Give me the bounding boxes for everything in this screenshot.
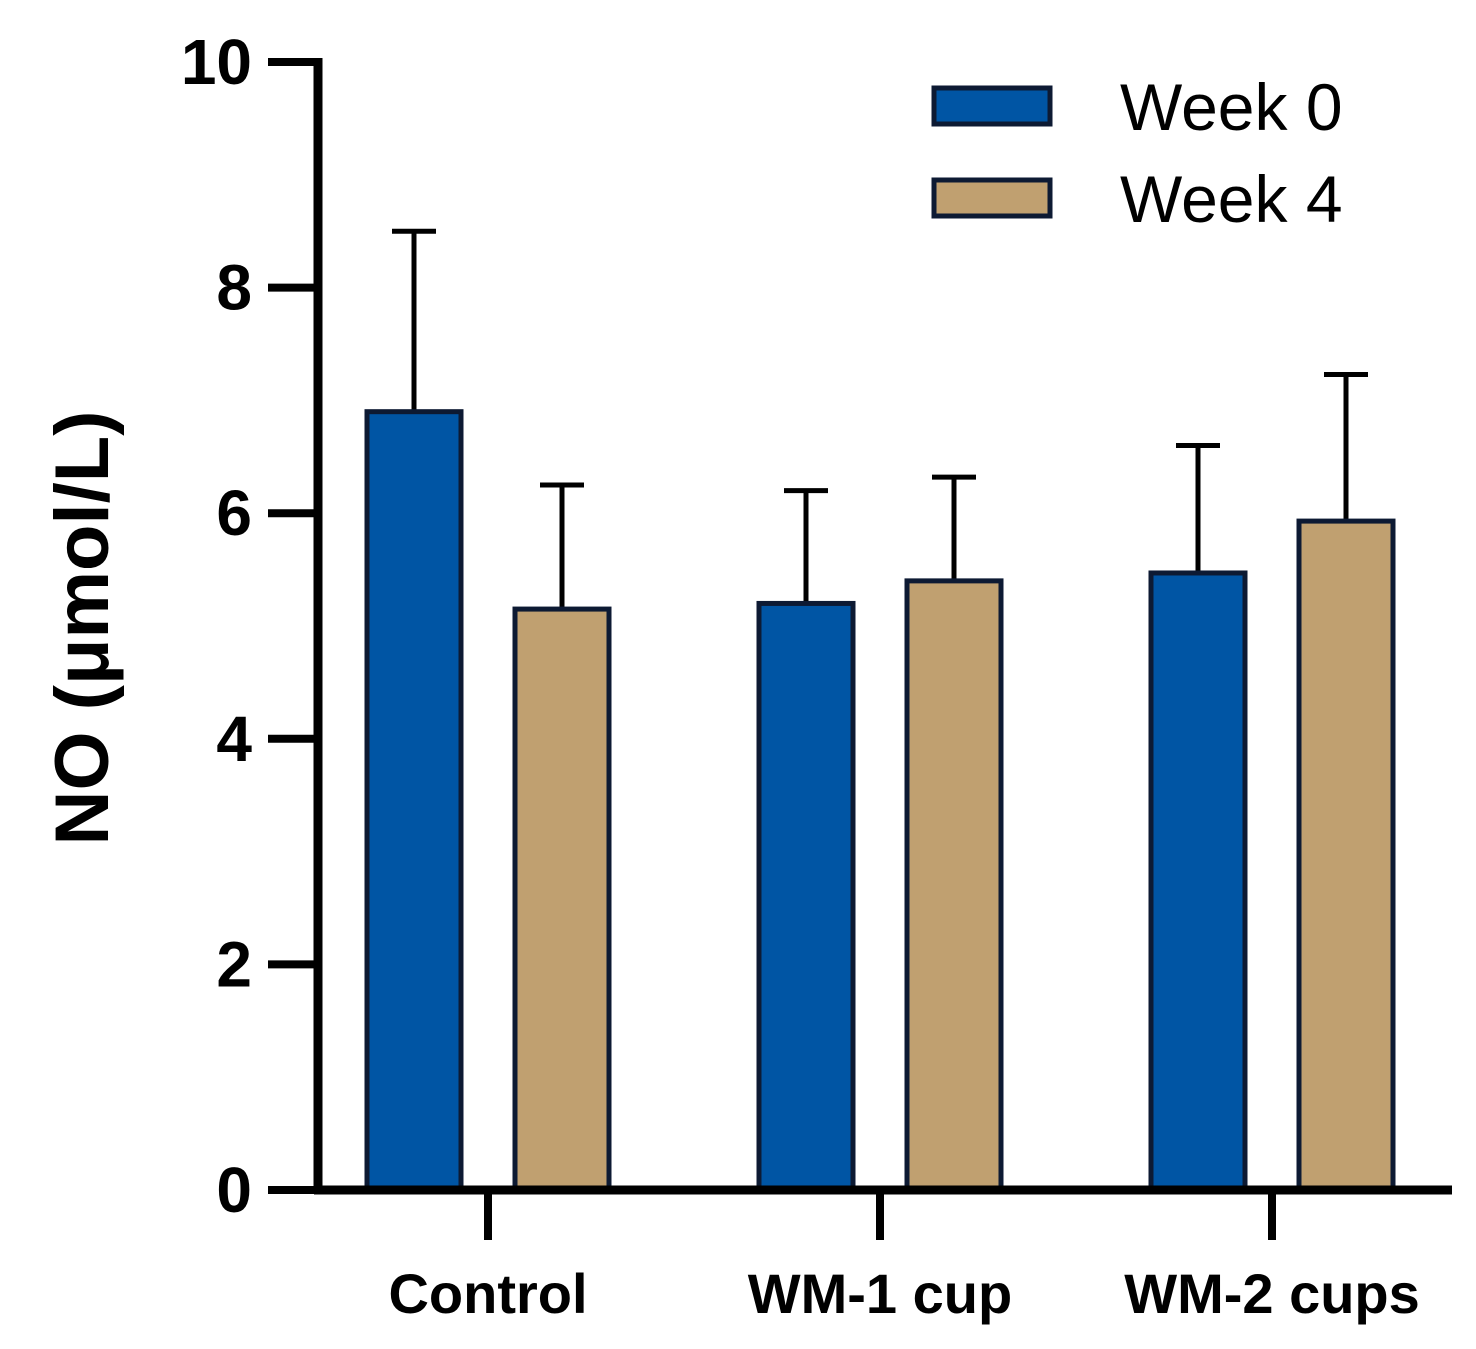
legend-swatch: [931, 85, 1053, 127]
bar-control-week-0: [364, 409, 464, 1193]
axes-layer: Control WM-1 cup WM-2 cups 0 2 4 6 8 10: [181, 26, 1452, 1325]
legend: Week 0 Week 4: [931, 70, 1343, 236]
x-tick-label: WM-2 cups: [1124, 1262, 1420, 1325]
legend-label: Week 4: [1120, 162, 1343, 236]
bar-control-week-4: [512, 606, 612, 1193]
x-tick-label: Control: [388, 1262, 587, 1325]
y-tick-label: 8: [216, 252, 252, 324]
bar-wm-1-cup-week-0: [756, 600, 856, 1193]
legend-label: Week 0: [1120, 70, 1343, 144]
y-tick-label: 2: [216, 928, 252, 1000]
bars-layer: [364, 228, 1396, 1193]
y-tick-label: 4: [216, 703, 252, 775]
y-tick-label: 6: [216, 477, 252, 549]
bar-wm-2-cups-week-0: [1148, 570, 1248, 1193]
y-axis-title: NO (μmol/L): [40, 411, 125, 846]
bar-wm-2-cups-week-4: [1296, 518, 1396, 1193]
legend-swatch: [931, 177, 1053, 219]
bar-wm-1-cup-week-4: [904, 578, 1004, 1193]
x-tick-label: WM-1 cup: [748, 1262, 1012, 1325]
y-tick-label: 10: [181, 26, 252, 98]
y-tick-label: 0: [216, 1154, 252, 1226]
